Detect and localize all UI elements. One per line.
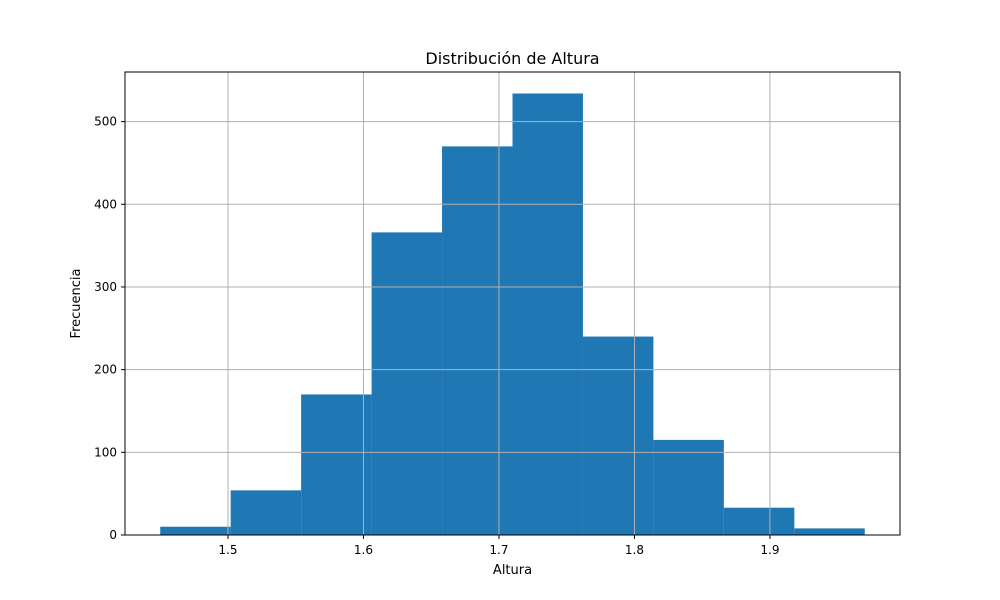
y-axis-label: Frecuencia (69, 269, 84, 339)
y-ticks: 0 100 200 300 400 500 (94, 115, 125, 542)
x-tick-label: 1.9 (760, 543, 779, 557)
y-tick-label: 100 (94, 445, 117, 459)
x-tick-label: 1.6 (354, 543, 373, 557)
y-tick-label: 500 (94, 115, 117, 129)
histogram-bar (723, 507, 795, 535)
histogram-bar (653, 439, 724, 535)
histogram-bar (794, 528, 865, 535)
histogram-bar (230, 490, 302, 535)
plot-frame (124, 71, 901, 536)
x-tick-label: 1.8 (625, 543, 644, 557)
histogram-bar (582, 336, 654, 535)
y-tick-label: 300 (94, 280, 117, 294)
y-tick-label: 200 (94, 363, 117, 377)
chart-title: Distribución de Altura (425, 49, 599, 68)
y-tick-label: 0 (109, 528, 117, 542)
y-tick-label: 400 (94, 197, 117, 211)
histogram-bar (301, 394, 372, 535)
grid-layer (125, 72, 900, 536)
bars-layer (160, 93, 865, 536)
x-tick-label: 1.7 (489, 543, 508, 557)
histogram-bar (512, 93, 583, 535)
x-tick-label: 1.5 (218, 543, 237, 557)
histogram-bar (160, 526, 231, 535)
x-axis-label: Altura (493, 563, 532, 578)
x-ticks: 1.5 1.6 1.7 1.8 1.9 (218, 535, 779, 557)
histogram-bar (371, 232, 443, 535)
histogram-bar (442, 146, 513, 536)
